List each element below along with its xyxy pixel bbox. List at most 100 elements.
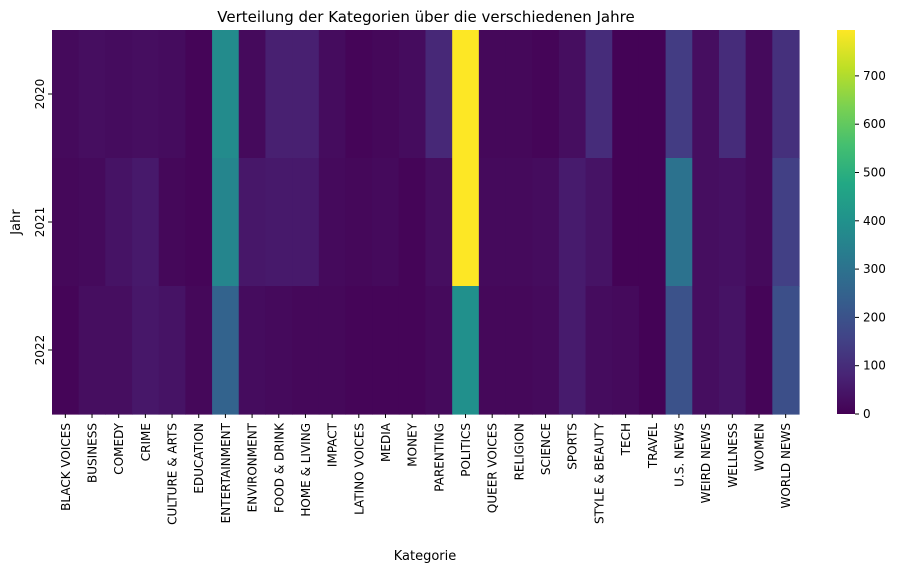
- heatmap-cell: [692, 30, 720, 159]
- heatmap-cell: [692, 158, 720, 287]
- colorbar-tick-label: 0: [863, 407, 871, 421]
- colorbar-gradient: [837, 30, 855, 414]
- x-tick-label: CRIME: [139, 423, 153, 461]
- heatmap-cell: [345, 286, 373, 415]
- heatmap-cells: [52, 30, 800, 415]
- colorbar-tick-label: 100: [863, 359, 886, 373]
- heatmap-cell: [638, 158, 667, 287]
- heatmap-cell: [238, 30, 267, 159]
- heatmap-cell: [665, 158, 693, 287]
- x-tick-label: BUSINESS: [86, 423, 100, 483]
- colorbar-tick-label: 500: [863, 165, 886, 179]
- heatmap-cell: [105, 158, 133, 287]
- heatmap-cell: [292, 158, 320, 287]
- x-tick-label: PARENTING: [432, 423, 446, 492]
- heatmap-cell: [345, 158, 373, 287]
- heatmap-cell: [532, 30, 560, 159]
- heatmap-cell: [132, 286, 160, 415]
- heatmap-cell: [745, 30, 773, 159]
- heatmap-cell: [185, 30, 213, 159]
- y-axis: 2020 2021 2022: [33, 79, 52, 365]
- x-tick-label: QUEER VOICES: [486, 423, 500, 513]
- heatmap-cell: [372, 158, 400, 287]
- heatmap-cell: [505, 158, 533, 287]
- heatmap-cell: [478, 286, 507, 415]
- heatmap-cell: [78, 30, 106, 159]
- colorbar-tick-label: 200: [863, 310, 886, 324]
- heatmap-cell: [558, 286, 587, 415]
- x-tick-label: TRAVEL: [646, 423, 660, 469]
- chart-title: Verteilung der Kategorien über die versc…: [217, 8, 634, 26]
- heatmap-cell: [265, 30, 293, 159]
- heatmap-cell: [185, 158, 213, 287]
- heatmap-cell: [478, 30, 507, 159]
- x-tick-label: MEDIA: [379, 422, 393, 462]
- heatmap-cell: [425, 286, 453, 415]
- heatmap-cell: [52, 30, 80, 159]
- x-tick-label: LATINO VOICES: [352, 423, 366, 515]
- heatmap-cell: [425, 30, 453, 159]
- heatmap-cell: [425, 158, 453, 287]
- heatmap-cell: [158, 30, 186, 159]
- heatmap-cell: [372, 286, 400, 415]
- heatmap-cell: [505, 286, 533, 415]
- x-tick-label: COMEDY: [112, 422, 126, 474]
- colorbar-tick-label: 300: [863, 262, 886, 276]
- heatmap-cell: [558, 30, 587, 159]
- x-tick-label: EDUCATION: [192, 423, 206, 494]
- heatmap-cell: [105, 286, 133, 415]
- heatmap-cell: [265, 286, 293, 415]
- heatmap-cell: [78, 158, 106, 287]
- x-tick-label: WORLD NEWS: [779, 423, 793, 508]
- y-tick-label: 2021: [33, 207, 47, 238]
- x-tick-label: ENVIRONMENT: [246, 422, 260, 512]
- heatmap-cell: [212, 158, 240, 287]
- heatmap-cell: [558, 158, 587, 287]
- x-tick-label: WELLNESS: [726, 423, 740, 488]
- heatmap-cell: [745, 286, 773, 415]
- heatmap-cell: [665, 30, 693, 159]
- heatmap-cell: [718, 30, 747, 159]
- heatmap-cell: [532, 286, 560, 415]
- x-tick-label: SCIENCE: [539, 423, 553, 475]
- heatmap-cell: [532, 158, 560, 287]
- heatmap-cell: [585, 286, 613, 415]
- heatmap-cell: [452, 158, 480, 287]
- heatmap-cell: [372, 30, 400, 159]
- heatmap-cell: [318, 286, 347, 415]
- x-axis: BLACK VOICES BUSINESS COMEDY CRIME CULTURE &…: [59, 414, 793, 525]
- heatmap-cell: [318, 158, 347, 287]
- x-tick-label: TECH: [619, 423, 633, 456]
- heatmap-cell: [52, 286, 80, 415]
- colorbar: 0 100 200 300 400 500 600 700: [837, 30, 886, 421]
- x-axis-label: Kategorie: [394, 549, 457, 564]
- heatmap-cell: [105, 30, 133, 159]
- heatmap-cell: [612, 158, 640, 287]
- heatmap-cell: [318, 30, 347, 159]
- y-tick-label: 2020: [33, 79, 47, 110]
- heatmap-cell: [238, 158, 267, 287]
- x-tick-label: ENTERTAINMENT: [219, 422, 233, 523]
- x-tick-label: RELIGION: [512, 423, 526, 480]
- heatmap-cell: [718, 286, 747, 415]
- x-tick-label: CULTURE & ARTS: [166, 423, 180, 525]
- heatmap-cell: [638, 30, 667, 159]
- x-tick-label: MONEY: [406, 422, 420, 466]
- heatmap-cell: [638, 286, 667, 415]
- heatmap-cell: [505, 30, 533, 159]
- heatmap-cell: [478, 158, 507, 287]
- heatmap-cell: [52, 158, 80, 287]
- heatmap-cell: [612, 286, 640, 415]
- heatmap-cell: [292, 30, 320, 159]
- heatmap-cell: [238, 286, 267, 415]
- heatmap-cell: [158, 158, 186, 287]
- heatmap-cell: [745, 158, 773, 287]
- heatmap-cell: [585, 30, 613, 159]
- heatmap-cell: [292, 286, 320, 415]
- heatmap-cell: [132, 158, 160, 287]
- x-tick-label: SPORTS: [566, 423, 580, 470]
- heatmap-cell: [132, 30, 160, 159]
- heatmap-cell: [692, 286, 720, 415]
- x-tick-label: STYLE & BEAUTY: [592, 422, 606, 524]
